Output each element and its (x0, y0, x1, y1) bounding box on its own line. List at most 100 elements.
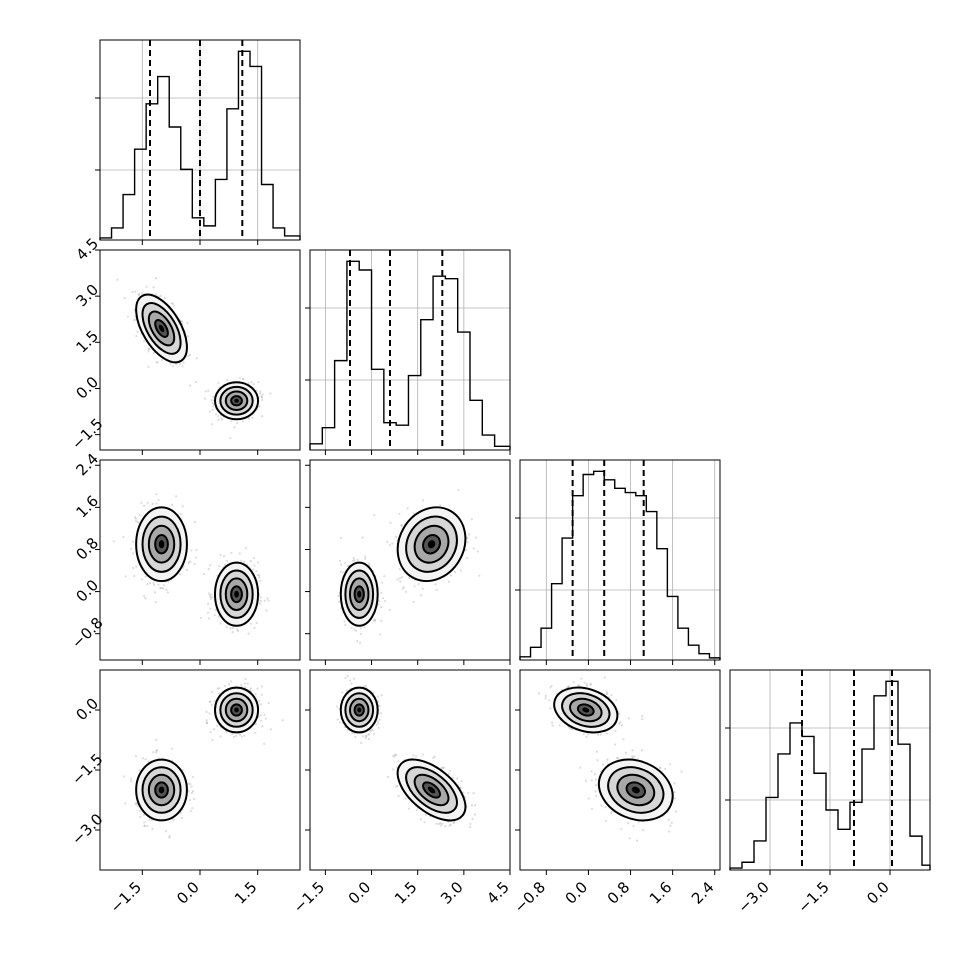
sample-point (258, 574, 261, 577)
panel-2-1 (305, 459, 511, 665)
sample-point (336, 718, 339, 721)
sample-point (143, 340, 146, 343)
sample-point (664, 767, 667, 771)
sample-point (627, 717, 630, 720)
sample-point (473, 813, 476, 816)
panel-content (112, 493, 270, 635)
sample-point (155, 749, 159, 752)
sample-point (433, 755, 436, 758)
sample-point (138, 514, 141, 517)
sample-point (367, 737, 371, 741)
contour-line (413, 524, 450, 564)
panel-content (335, 674, 477, 829)
sample-point (255, 570, 258, 573)
sample-point (345, 689, 348, 692)
sample-point (673, 781, 676, 785)
sample-point (379, 633, 382, 636)
sample-point (144, 575, 147, 578)
sample-point (389, 521, 392, 524)
histogram-1 (309, 260, 511, 450)
sample-point (599, 733, 602, 736)
sample-point (124, 575, 127, 578)
sample-point (145, 285, 148, 288)
sample-point (348, 679, 352, 682)
sample-point (356, 558, 359, 561)
sample-point (135, 801, 138, 805)
sample-point (376, 720, 379, 723)
sample-point (211, 690, 214, 694)
sample-point (112, 540, 115, 543)
sample-point (146, 824, 149, 828)
x-tick-label: 4.5 (483, 878, 513, 908)
sample-point (204, 397, 207, 400)
sample-point (193, 562, 196, 566)
panel-frame (519, 459, 721, 661)
y-tick-label: 0.0 (72, 373, 102, 403)
panel-frame (309, 459, 511, 661)
y-tick-label: −1.5 (68, 750, 106, 788)
contour-line (135, 506, 188, 583)
sample-point (210, 703, 213, 707)
contour-line (344, 692, 375, 728)
sample-point (123, 297, 126, 300)
sample-point (606, 758, 609, 761)
sample-point (401, 575, 404, 579)
sample-point (370, 729, 373, 732)
sample-point (415, 809, 418, 812)
contour-line (339, 686, 379, 734)
sample-point (160, 587, 163, 590)
sample-point (596, 733, 600, 736)
sample-point (195, 548, 198, 552)
sample-point (391, 542, 394, 545)
sample-point (116, 278, 119, 281)
sample-point (344, 561, 347, 565)
sample-point (448, 769, 452, 773)
sample-point (179, 513, 183, 516)
sample-point (186, 335, 190, 338)
sample-point (170, 302, 173, 305)
sample-point (380, 619, 383, 623)
sample-point (154, 751, 158, 754)
sample-point (240, 735, 243, 738)
sample-point (191, 791, 194, 794)
sample-point (216, 724, 219, 727)
sample-point (212, 405, 215, 408)
contour-line (224, 577, 249, 611)
sample-point (396, 785, 399, 788)
sample-point (195, 357, 198, 360)
y-tick-label: 3.0 (72, 281, 102, 311)
sample-point (174, 495, 178, 498)
sample-point (144, 758, 147, 761)
panel-content (116, 277, 272, 439)
sample-point (470, 518, 473, 521)
sample-point (207, 617, 211, 620)
panel-content (537, 676, 683, 842)
sample-point (392, 754, 395, 758)
sample-point (254, 693, 257, 696)
sample-point (124, 802, 127, 805)
sample-point (440, 824, 443, 827)
contour-line (353, 703, 365, 717)
sample-point (421, 753, 425, 756)
sample-point (419, 818, 422, 821)
sample-point (155, 502, 158, 505)
sample-point (261, 415, 264, 418)
sample-point (347, 564, 350, 568)
sample-point (604, 819, 608, 823)
sample-point (187, 782, 190, 785)
sample-point (231, 631, 234, 634)
sample-point (214, 608, 217, 611)
sample-point (610, 812, 613, 815)
sample-point (166, 591, 170, 594)
sample-point (210, 398, 213, 402)
sample-point (210, 593, 213, 596)
sample-point (395, 785, 398, 788)
sample-point (152, 351, 155, 355)
sample-point (143, 824, 146, 827)
sample-point (551, 724, 554, 727)
sample-point (188, 384, 192, 387)
sample-point (208, 410, 211, 413)
sample-point (204, 390, 207, 393)
sample-point (594, 790, 597, 793)
sample-point (452, 821, 455, 824)
